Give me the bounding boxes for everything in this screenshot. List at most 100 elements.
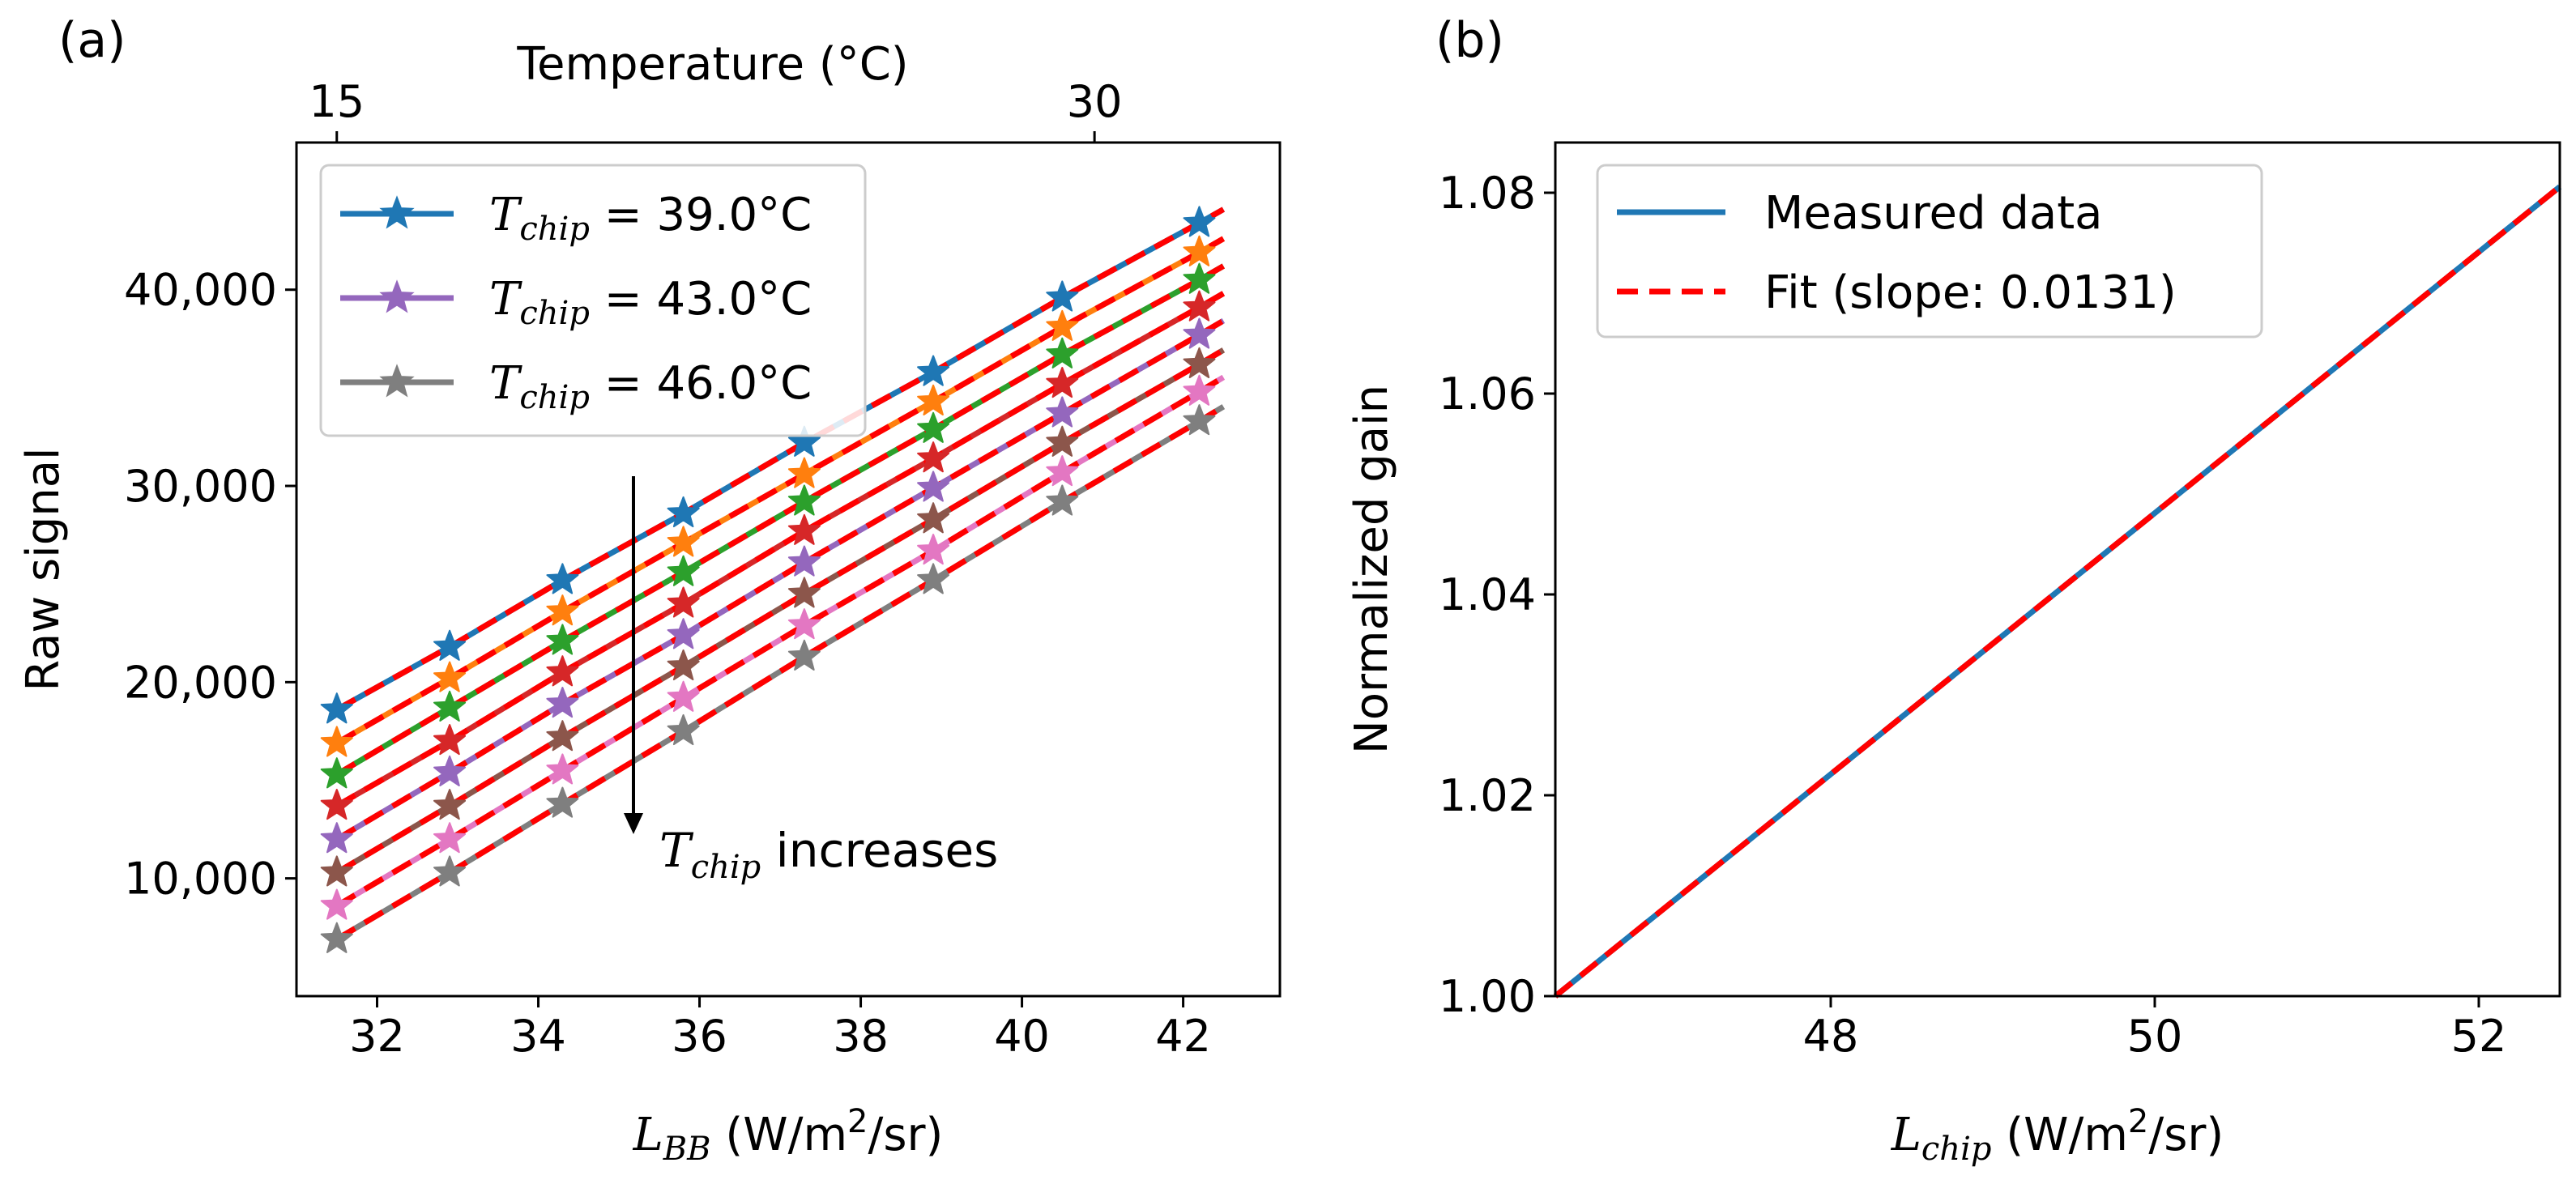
data-point [320, 789, 353, 820]
data-point [787, 545, 821, 577]
panel-a-x-subscript: BB [663, 1131, 711, 1168]
data-point [667, 526, 700, 557]
fit-line [1553, 184, 2562, 999]
data-point [320, 726, 353, 757]
data-point [433, 822, 467, 854]
data-point [917, 411, 950, 443]
panel-b-ticks: 48 50 52 1.00 1.02 1.04 1.06 1.08 [1439, 168, 2507, 1062]
y-tick-label: 20,000 [124, 657, 277, 708]
data-point [787, 577, 821, 608]
panel-a-y-axis-title: Raw signal [17, 447, 70, 691]
y-tick-label: 40,000 [124, 265, 277, 316]
x-tick-label: 40 [994, 1011, 1050, 1062]
data-point [1046, 280, 1079, 312]
data-point [546, 594, 579, 626]
legend-value: = 46.0°C [590, 357, 812, 410]
data-point [917, 441, 950, 473]
data-point [1046, 484, 1079, 516]
x-tick-label: 48 [1803, 1011, 1859, 1062]
data-point [320, 757, 353, 789]
panel-a-label: (a) [58, 12, 126, 69]
legend-label: Tchip = 46.0°C [489, 357, 812, 416]
data-point [917, 471, 950, 502]
panel-b-x-subscript: chip [1921, 1131, 1992, 1168]
panel-b-legend-box [1596, 164, 2263, 339]
panel-a-x-units: (W/m [711, 1109, 847, 1161]
data-point [1183, 317, 1216, 349]
data-point [433, 755, 467, 786]
data-point [546, 753, 579, 785]
x-tick-label: 34 [510, 1011, 566, 1062]
panel-b-y-axis-title: Normalized gain [1346, 385, 1398, 754]
panel-b-x-axis-title: Lchip (W/m2/sr) [1891, 1103, 2224, 1168]
data-point [1046, 337, 1079, 368]
y-tick-label: 1.02 [1439, 770, 1536, 821]
data-point [433, 789, 467, 820]
data-point [667, 496, 700, 528]
x-tick-label: 32 [349, 1011, 405, 1062]
data-point [546, 720, 579, 752]
data-point [787, 425, 821, 457]
y-tick-label: 1.00 [1439, 971, 1536, 1022]
data-point [667, 713, 700, 746]
annotation-math-symbol: T [659, 823, 694, 878]
y-tick-label: 10,000 [124, 854, 277, 905]
data-point [320, 822, 353, 854]
data-point [1183, 206, 1216, 237]
data-point [667, 618, 700, 649]
x-tick-label: 52 [2451, 1011, 2507, 1062]
x-tick-label: 42 [1155, 1011, 1211, 1062]
y-tick-label: 1.04 [1439, 569, 1536, 620]
legend-symbol: T [489, 273, 522, 326]
panel-a-top-axis-title: Temperature (°C) [516, 38, 908, 91]
panel-a-x-superscript: 2 [847, 1103, 868, 1140]
data-point [917, 355, 950, 386]
legend-subscript: chip [519, 211, 590, 248]
legend-label: Tchip = 43.0°C [489, 273, 812, 332]
legend-symbol: T [489, 189, 522, 241]
panel-b-legend: Measured data Fit (slope: 0.0131) [1596, 164, 2263, 339]
fit-line [335, 374, 1226, 909]
annotation-math-subscript: chip [691, 849, 761, 886]
data-point [1046, 309, 1079, 341]
data-point [320, 922, 353, 953]
panel-a-ticks: 32 34 36 38 40 42 10,000 20,000 30,000 40,000 15 30 [124, 76, 1211, 1062]
data-point [546, 624, 579, 655]
y-tick-label: 1.08 [1439, 168, 1536, 219]
data-point [433, 724, 467, 756]
legend-symbol: T [489, 357, 522, 410]
panel-a-series [320, 206, 1226, 953]
data-point [1046, 455, 1079, 487]
data-point [667, 586, 700, 618]
data-point [1046, 425, 1079, 457]
annotation-text: Tchip increases [659, 823, 998, 886]
legend-label: Tchip = 39.0°C [489, 189, 812, 248]
legend-subscript: chip [519, 295, 590, 332]
annotation-label: increases [761, 823, 998, 878]
x-tick-label: 38 [833, 1011, 889, 1062]
panel-b-series [1553, 184, 2562, 999]
data-point [1183, 235, 1216, 266]
legend-subscript: chip [519, 379, 590, 416]
data-point [1183, 262, 1216, 294]
data-point [917, 563, 950, 594]
panel-b-x-units-tail: /sr) [2148, 1109, 2224, 1161]
data-point [1183, 290, 1216, 322]
data-point [667, 680, 700, 712]
data-point [917, 534, 950, 565]
panel-a-x-symbol: L [633, 1109, 663, 1161]
fit-line [335, 404, 1226, 942]
x-tick-label: 50 [2127, 1011, 2183, 1062]
data-point [1183, 374, 1216, 406]
data-point [787, 513, 821, 545]
fit-line [335, 347, 1226, 875]
data-point [917, 502, 950, 534]
legend-label: Measured data [1764, 187, 2102, 240]
data-point [1046, 396, 1079, 428]
panel-a-legend-box [319, 164, 867, 437]
panel-a: (a) Temperature (°C) 32 34 36 38 40 42 10,000 2… [17, 12, 1282, 1168]
data-point [667, 649, 700, 681]
data-point [667, 555, 700, 586]
fit-line [335, 263, 1226, 777]
